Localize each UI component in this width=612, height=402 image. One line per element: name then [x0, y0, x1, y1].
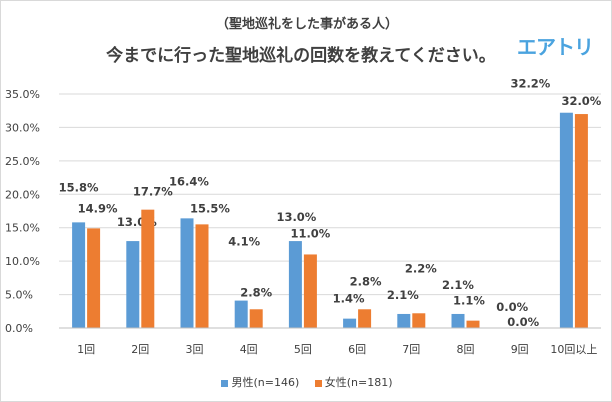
y-tick-label: 15.0%	[5, 222, 40, 235]
chart-title: 今までに行った聖地巡礼の回数を教えてください。	[106, 46, 496, 66]
airtrip-logo: エアトリ	[517, 35, 594, 59]
data-label: 0.0%	[496, 300, 528, 314]
data-label: 2.1%	[442, 278, 474, 292]
data-label: 16.4%	[169, 174, 209, 188]
data-label: 17.7%	[133, 185, 173, 199]
bar-female	[412, 313, 426, 328]
y-tick-label: 30.0%	[5, 121, 40, 134]
data-label: 1.4%	[333, 292, 365, 306]
legend-label-male: 男性(n=146)	[231, 376, 300, 389]
bar-female	[87, 228, 101, 328]
y-tick-label: 10.0%	[5, 255, 40, 268]
y-tick-label: 20.0%	[5, 188, 40, 201]
y-tick-label: 25.0%	[5, 155, 40, 168]
y-tick-label: 5.0%	[5, 289, 33, 302]
bar-male	[397, 313, 411, 328]
legend-item-female: 女性(n=181)	[314, 376, 393, 389]
legend-item-male: 男性(n=146)	[221, 376, 299, 389]
data-label: 2.1%	[387, 288, 419, 302]
bar-male	[451, 313, 465, 328]
data-label: 0.0%	[507, 315, 539, 329]
bar-female	[574, 114, 588, 328]
legend-label-female: 女性(n=181)	[324, 376, 393, 389]
bar-female	[303, 254, 317, 328]
data-label: 11.0%	[290, 226, 330, 240]
bar-female	[141, 209, 155, 328]
x-tick-label: 9回	[511, 343, 529, 356]
data-label: 4.1%	[228, 235, 260, 249]
legend: 男性(n=146) 女性(n=181)	[1, 374, 611, 390]
data-label: 14.9%	[78, 201, 118, 215]
y-tick-label: 35.0%	[5, 88, 40, 101]
bar-male	[343, 318, 357, 328]
data-label: 2.8%	[240, 285, 272, 299]
chart-subtitle: （聖地巡礼をした事がある人）	[215, 17, 398, 32]
bar-female	[466, 320, 480, 328]
x-tick-label: 6回	[348, 343, 366, 356]
data-label: 32.0%	[561, 94, 601, 108]
data-label: 32.2%	[510, 77, 550, 91]
x-tick-label: 8回	[457, 343, 475, 356]
bar-male	[288, 241, 302, 328]
legend-swatch-female	[314, 379, 322, 387]
bar-male	[72, 222, 86, 328]
bar-male	[234, 300, 248, 328]
bar-female	[195, 224, 209, 328]
data-label: 15.8%	[59, 180, 99, 194]
y-tick-label: 0.0%	[5, 322, 33, 335]
data-label: 2.2%	[405, 261, 437, 275]
data-label: 2.8%	[350, 274, 382, 288]
data-label: 13.0%	[276, 210, 316, 224]
bar-female	[358, 309, 372, 328]
bar-male	[559, 112, 573, 328]
x-tick-label: 2回	[131, 343, 149, 356]
x-tick-label: 5回	[294, 343, 312, 356]
data-label: 15.5%	[190, 201, 230, 215]
x-tick-label: 1回	[77, 343, 95, 356]
data-label: 1.1%	[453, 294, 485, 308]
x-tick-label: 7回	[402, 343, 420, 356]
bar-female	[249, 309, 263, 328]
bar-male	[180, 218, 194, 328]
x-tick-label: 10回以上	[550, 343, 597, 356]
x-tick-label: 4回	[240, 343, 258, 356]
legend-swatch-male	[221, 379, 229, 387]
bar-male	[126, 241, 140, 328]
x-tick-label: 3回	[186, 343, 204, 356]
